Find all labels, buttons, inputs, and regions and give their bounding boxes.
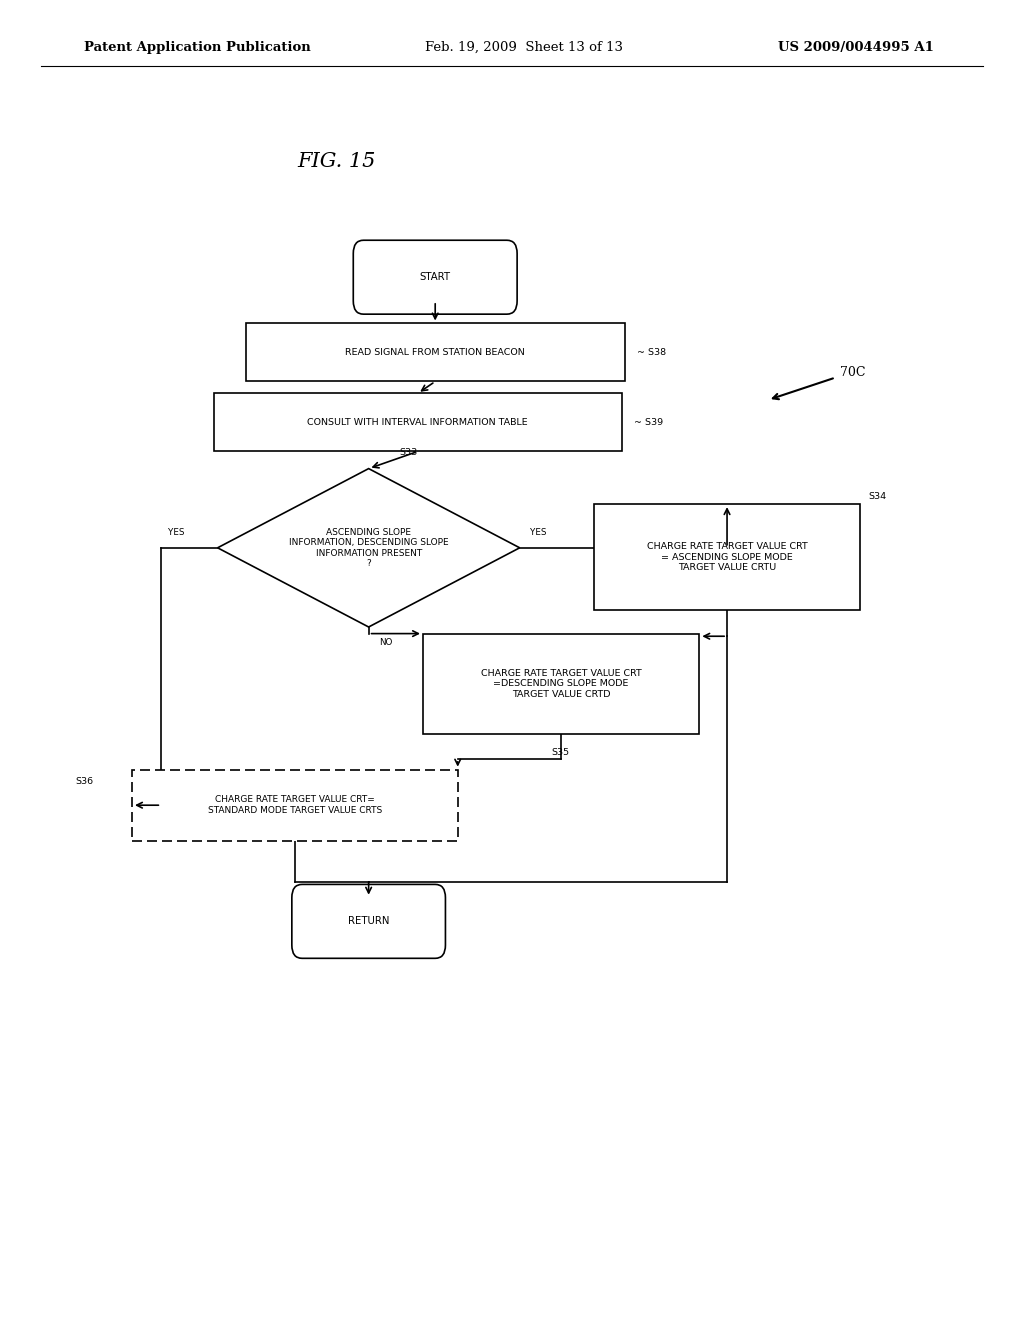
Text: 70C: 70C bbox=[840, 366, 865, 379]
Text: CHARGE RATE TARGET VALUE CRT
=DESCENDING SLOPE MODE
TARGET VALUE CRTD: CHARGE RATE TARGET VALUE CRT =DESCENDING… bbox=[481, 669, 641, 698]
Text: YES: YES bbox=[168, 528, 185, 537]
Text: YES: YES bbox=[530, 528, 547, 537]
Text: START: START bbox=[420, 272, 451, 282]
Text: READ SIGNAL FROM STATION BEACON: READ SIGNAL FROM STATION BEACON bbox=[345, 348, 525, 356]
Polygon shape bbox=[217, 469, 519, 627]
Text: S34: S34 bbox=[868, 492, 887, 500]
Text: Patent Application Publication: Patent Application Publication bbox=[84, 41, 310, 54]
Text: CONSULT WITH INTERVAL INFORMATION TABLE: CONSULT WITH INTERVAL INFORMATION TABLE bbox=[307, 418, 528, 426]
Text: FIG. 15: FIG. 15 bbox=[297, 152, 376, 170]
Text: CHARGE RATE TARGET VALUE CRT=
STANDARD MODE TARGET VALUE CRTS: CHARGE RATE TARGET VALUE CRT= STANDARD M… bbox=[208, 796, 382, 814]
Text: S35: S35 bbox=[551, 748, 569, 756]
Bar bbox=[594, 504, 860, 610]
Text: S33: S33 bbox=[399, 449, 418, 457]
Text: CHARGE RATE TARGET VALUE CRT
= ASCENDING SLOPE MODE
TARGET VALUE CRTU: CHARGE RATE TARGET VALUE CRT = ASCENDING… bbox=[647, 543, 807, 572]
FancyBboxPatch shape bbox=[353, 240, 517, 314]
FancyBboxPatch shape bbox=[292, 884, 445, 958]
Bar bbox=[246, 323, 625, 381]
Bar bbox=[214, 393, 622, 451]
Text: ~ S38: ~ S38 bbox=[637, 348, 666, 356]
Text: US 2009/0044995 A1: US 2009/0044995 A1 bbox=[778, 41, 934, 54]
Text: ASCENDING SLOPE
INFORMATION, DESCENDING SLOPE
INFORMATION PRESENT
?: ASCENDING SLOPE INFORMATION, DESCENDING … bbox=[289, 528, 449, 568]
Text: S36: S36 bbox=[76, 777, 94, 785]
Bar bbox=[132, 770, 458, 841]
Text: Feb. 19, 2009  Sheet 13 of 13: Feb. 19, 2009 Sheet 13 of 13 bbox=[425, 41, 623, 54]
Text: NO: NO bbox=[379, 638, 392, 647]
Text: ~ S39: ~ S39 bbox=[634, 418, 663, 426]
Bar bbox=[423, 634, 699, 734]
Text: RETURN: RETURN bbox=[348, 916, 389, 927]
